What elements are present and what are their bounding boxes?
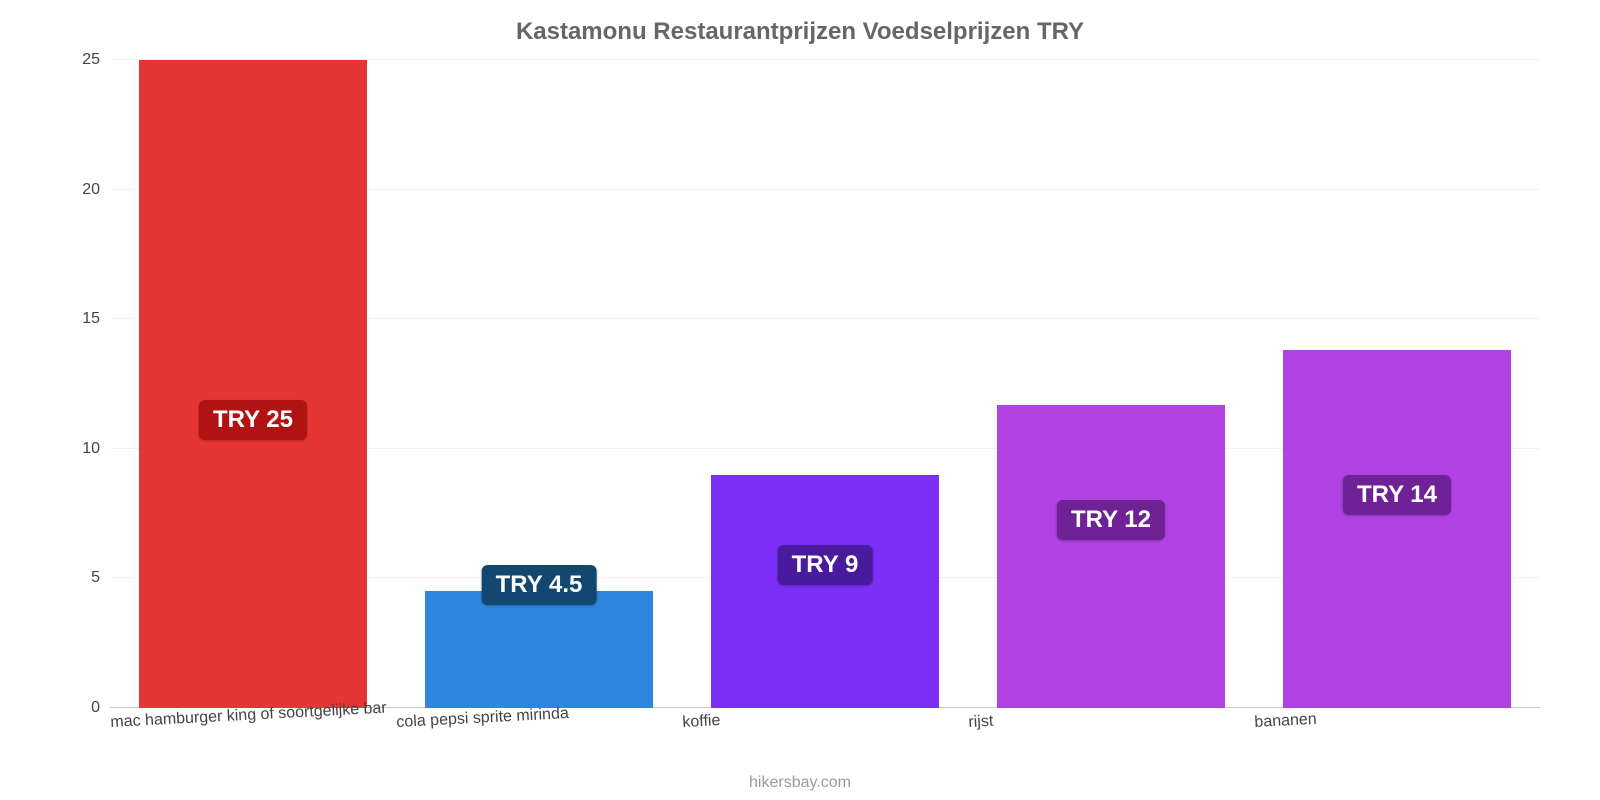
y-tick-label: 5 — [50, 569, 100, 587]
x-tick-label: cola pepsi sprite mirinda — [396, 705, 569, 732]
bar-value-label: TRY 12 — [1057, 500, 1165, 540]
y-tick-label: 10 — [50, 440, 100, 458]
y-tick-label: 0 — [50, 699, 100, 717]
bar: TRY 25 — [139, 60, 368, 708]
bar-value-label: TRY 25 — [199, 400, 307, 440]
x-tick-label: rijst — [968, 713, 994, 732]
bar-value-label: TRY 9 — [778, 545, 873, 585]
bar: TRY 4.5 — [425, 591, 654, 708]
chart-container: Kastamonu Restaurantprijzen Voedselprijz… — [0, 0, 1600, 800]
chart-title: Kastamonu Restaurantprijzen Voedselprijz… — [0, 0, 1600, 46]
plot-area: 0510152025TRY 25mac hamburger king of so… — [110, 60, 1540, 708]
bar: TRY 9 — [711, 475, 940, 708]
bar: TRY 14 — [1283, 350, 1512, 708]
y-tick-label: 15 — [50, 310, 100, 328]
bar-value-label: TRY 14 — [1343, 475, 1451, 515]
x-tick-label: bananen — [1254, 711, 1317, 732]
bar: TRY 12 — [997, 405, 1226, 708]
x-tick-label: koffie — [682, 712, 721, 732]
y-tick-label: 25 — [50, 51, 100, 69]
bar-value-label: TRY 4.5 — [482, 565, 597, 605]
credit-text: hikersbay.com — [749, 774, 851, 792]
y-tick-label: 20 — [50, 181, 100, 199]
